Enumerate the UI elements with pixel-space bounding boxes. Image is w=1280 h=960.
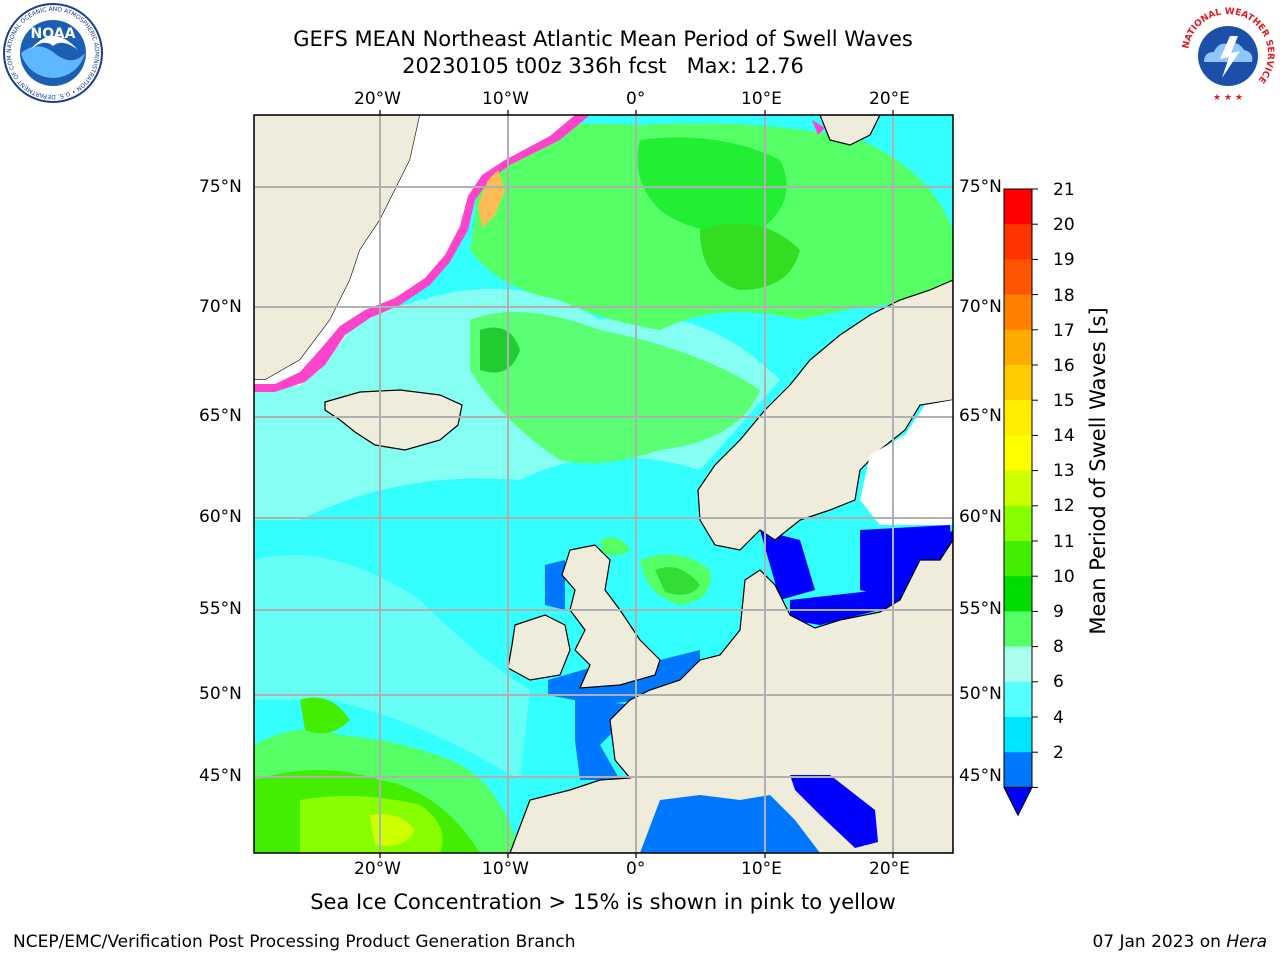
colorbar-swatch bbox=[1004, 470, 1032, 507]
colorbar-swatch bbox=[1004, 646, 1032, 683]
colorbar-swatch bbox=[1004, 681, 1032, 718]
colorbar-swatch bbox=[1004, 717, 1032, 753]
colorbar-tick: 16 bbox=[1053, 356, 1075, 376]
lat-label-right: 65°N bbox=[959, 406, 1002, 426]
colorbar-swatch bbox=[1004, 752, 1032, 788]
iceland bbox=[324, 389, 463, 451]
colorbar-tick: 2 bbox=[1053, 743, 1064, 763]
colorbar-tick: 13 bbox=[1053, 461, 1075, 481]
sea-ice-note: Sea Ice Concentration > 15% is shown in … bbox=[310, 890, 896, 914]
map-ticks bbox=[379, 110, 894, 858]
colorbar-tick: 10 bbox=[1053, 567, 1075, 587]
footer-date-text: 07 Jan 2023 on bbox=[1092, 932, 1227, 952]
lon-label-bottom: 0° bbox=[626, 859, 646, 879]
lon-label-bottom: 20°E bbox=[869, 859, 910, 879]
colorbar-tick: 4 bbox=[1053, 708, 1064, 728]
colorbar-swatch bbox=[1004, 259, 1032, 296]
colorbar-tick: 9 bbox=[1053, 602, 1064, 622]
colorbar-tick: 17 bbox=[1053, 321, 1075, 341]
lon-label-top: 10°W bbox=[482, 89, 529, 109]
chart-title: GEFS MEAN Northeast Atlantic Mean Period… bbox=[253, 26, 953, 80]
colorbar-swatch bbox=[1004, 189, 1032, 225]
colorbar-tick: 19 bbox=[1053, 250, 1075, 270]
colorbar-swatch bbox=[1004, 576, 1032, 612]
footer-host: Hera bbox=[1226, 932, 1267, 952]
noaa-logo-text: NOAA bbox=[31, 26, 76, 42]
lon-label-top: 20°W bbox=[354, 89, 401, 109]
title-line-1: GEFS MEAN Northeast Atlantic Mean Period… bbox=[293, 27, 913, 51]
lat-label-right: 50°N bbox=[959, 684, 1002, 704]
nws-logo: NATIONAL WEATHER SERVICE ★ ★ ★ bbox=[1180, 6, 1276, 103]
lon-label-bottom: 10°E bbox=[741, 859, 782, 879]
colorbar-swatch bbox=[1004, 400, 1032, 436]
colorbar-tick: 20 bbox=[1053, 215, 1075, 235]
lon-label-top: 0° bbox=[626, 89, 646, 109]
svg-text:★ ★ ★: ★ ★ ★ bbox=[1213, 93, 1243, 103]
footer-credit: NCEP/EMC/Verification Post Processing Pr… bbox=[13, 932, 576, 952]
lat-label-left: 45°N bbox=[199, 766, 242, 786]
lon-label-top: 10°E bbox=[741, 89, 782, 109]
colorbar-tick: 21 bbox=[1053, 180, 1075, 200]
colorbar-swatch bbox=[1004, 224, 1032, 260]
ireland bbox=[507, 614, 571, 681]
lat-label-right: 75°N bbox=[959, 177, 1002, 197]
noaa-logo: NATIONAL OCEANIC AND ATMOSPHERIC ADMINIS… bbox=[2, 2, 103, 103]
map-grid bbox=[254, 115, 953, 853]
colorbar-swatch bbox=[1004, 435, 1032, 472]
colorbar-swatch bbox=[1004, 611, 1032, 648]
colorbar-tick: 18 bbox=[1053, 286, 1075, 306]
colorbar-tick: 12 bbox=[1053, 496, 1075, 516]
colorbar-swatch bbox=[1004, 541, 1032, 577]
colorbar-frame bbox=[1003, 188, 1033, 788]
lat-label-right: 55°N bbox=[959, 599, 1002, 619]
colorbar-swatch bbox=[1004, 294, 1032, 331]
lat-label-right: 45°N bbox=[959, 766, 1002, 786]
lat-label-right: 70°N bbox=[959, 297, 1002, 317]
colorbar-extend-arrow bbox=[1003, 786, 1033, 817]
colorbar-swatch bbox=[1004, 365, 1032, 401]
map-content bbox=[254, 115, 953, 853]
lon-label-top: 20°E bbox=[869, 89, 910, 109]
colorbar-swatch bbox=[1004, 329, 1032, 366]
map-frame bbox=[253, 114, 954, 854]
colorbar-swatch bbox=[1004, 505, 1032, 542]
sea-ice bbox=[254, 115, 590, 390]
lon-label-bottom: 20°W bbox=[354, 859, 401, 879]
colorbar-tick: 8 bbox=[1053, 637, 1064, 657]
continental-europe bbox=[509, 538, 953, 853]
lat-label-left: 70°N bbox=[199, 297, 242, 317]
colorbar-tick: 11 bbox=[1053, 532, 1075, 552]
lat-label-left: 60°N bbox=[199, 507, 242, 527]
lat-label-left: 55°N bbox=[199, 599, 242, 619]
title-line-2: 20230105 t00z 336h fcst Max: 12.76 bbox=[402, 54, 804, 78]
lat-label-left: 75°N bbox=[199, 177, 242, 197]
colorbar-tick: 14 bbox=[1053, 426, 1075, 446]
lat-label-left: 65°N bbox=[199, 406, 242, 426]
colorbar-tick: 6 bbox=[1053, 672, 1064, 692]
lon-label-bottom: 10°W bbox=[482, 859, 529, 879]
lat-label-right: 60°N bbox=[959, 507, 1002, 527]
colorbar-label: Mean Period of Swell Waves [s] bbox=[1086, 307, 1110, 635]
footer-date: 07 Jan 2023 on Hera bbox=[1092, 932, 1267, 952]
colorbar-tick: 15 bbox=[1053, 391, 1075, 411]
colorbar bbox=[1003, 188, 1038, 817]
lat-label-left: 50°N bbox=[199, 684, 242, 704]
